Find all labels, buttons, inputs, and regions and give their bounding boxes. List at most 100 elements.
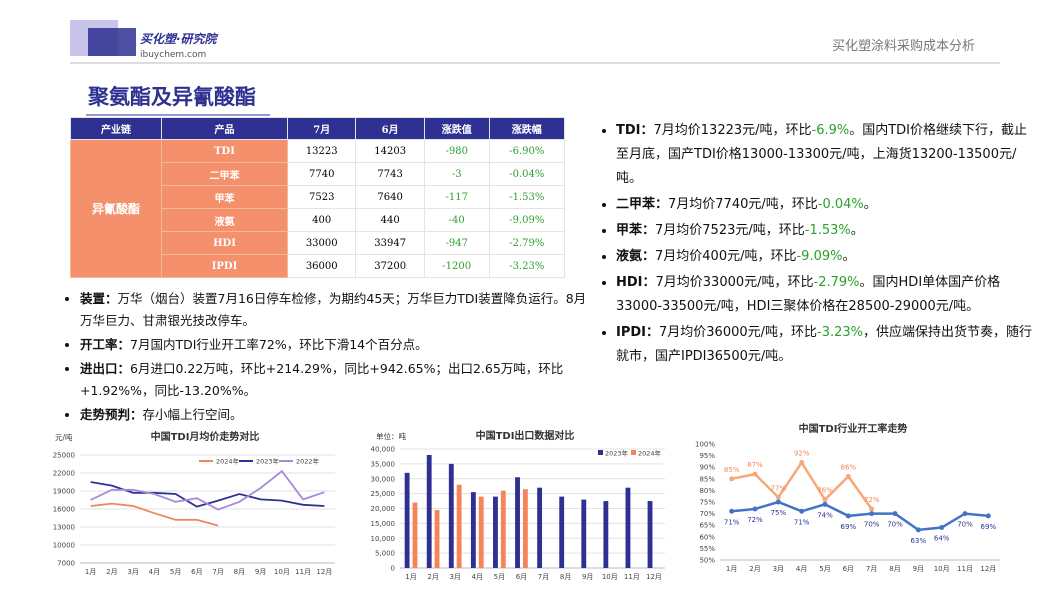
header-cell: 涨跌幅 (488, 117, 566, 140)
x-tick-label: 12月 (646, 573, 662, 581)
section-title: 聚氨酯及异氰酸酯 (87, 85, 256, 109)
table-cell: 13223 (286, 139, 357, 163)
bullet-text: 。国内HDI单体国产价格33000-33500元/吨，HDI三聚体价格在2850… (616, 275, 1001, 314)
x-tick-label: 7月 (212, 568, 223, 576)
y-tick-label: 15,000 (371, 520, 396, 528)
table-row: IPDI 36000 37200 -1200 -3.23% (71, 254, 566, 278)
bar (581, 499, 587, 568)
table-cell: 7740 (286, 162, 357, 186)
y-tick-label: 25000 (53, 452, 75, 460)
data-label: 77% (771, 484, 787, 492)
left-bullets: 装置：万华（烟台）装置7月16日停车检修，为期约45天；万华巨力TDI装置降负运… (58, 288, 588, 428)
table-cell: -980 (423, 139, 490, 163)
table-cell: -947 (423, 231, 490, 255)
bullet-text: 存小幅上行空间。 (142, 407, 243, 422)
bar (625, 487, 631, 568)
x-tick-label: 12月 (980, 565, 996, 573)
bullet-text: 7月均价7523元/吨，环比 (655, 223, 805, 238)
bar (647, 501, 653, 568)
bullet-text: 7月均价36000元/吨，环比 (659, 325, 818, 340)
x-tick-label: 2月 (427, 573, 438, 581)
legend-label: 2022年 (296, 457, 320, 466)
data-label: 69% (981, 523, 997, 531)
data-label: 92% (794, 450, 810, 458)
bar (470, 492, 476, 568)
bar (426, 454, 432, 568)
y-tick-label: 7000 (57, 560, 75, 568)
table-row: HDI 33000 33947 -947 -2.79% (71, 231, 566, 255)
x-tick-label: 9月 (255, 568, 266, 576)
bullet: 甲苯：7月均价7523元/吨，环比-1.53%。 (616, 219, 1039, 243)
y-tick-label: 22000 (53, 470, 75, 478)
y-tick-label: 5,000 (375, 550, 395, 558)
header-cell: 7月 (286, 117, 357, 140)
table-cell: 7640 (355, 185, 425, 209)
legend-label: 2024年 (216, 457, 240, 466)
table-cell: 二甲苯 (161, 162, 288, 186)
chart-title: 中国TDI出口数据对比 (476, 429, 575, 442)
table-cell: 36000 (286, 254, 357, 278)
marker (845, 513, 851, 519)
bullet-list: TDI：7月均价13223元/吨，环比-6.9%。国内TDI价格继续下行，截止至… (594, 119, 1039, 369)
data-label: 74% (817, 511, 833, 519)
bar (500, 490, 506, 568)
data-label: 71% (794, 518, 810, 526)
marker (775, 494, 781, 500)
bullet: 二甲苯：7月均价7740元/吨，环比-0.04%。 (616, 193, 1039, 217)
marker (962, 511, 968, 517)
marker (775, 499, 781, 505)
bar (434, 509, 440, 568)
marker (939, 525, 945, 531)
data-label: 72% (864, 496, 880, 504)
table-cell: 33947 (355, 231, 425, 255)
y-tick-label: 70% (699, 510, 715, 518)
bullet-label: IPDI： (616, 325, 659, 340)
x-tick-label: 12月 (316, 568, 332, 576)
table-cell: -2.79% (488, 231, 566, 255)
bar (537, 487, 543, 568)
table-cell: -117 (423, 185, 490, 209)
table-row: 二甲苯 7740 7743 -3 -0.04% (71, 162, 566, 186)
legend-label: 2023年 (256, 457, 280, 466)
table-cell: -3.23% (488, 254, 566, 278)
bar (515, 477, 520, 568)
bullet: 液氨：7月均价400元/吨，环比-9.09%。 (616, 245, 1039, 269)
data-label: 69% (841, 523, 857, 531)
bar (404, 472, 410, 568)
bullet-label: HDI： (616, 275, 656, 290)
y-tick-label: 90% (699, 464, 715, 472)
x-tick-label: 8月 (234, 568, 245, 576)
y-tick-label: 100% (695, 441, 715, 449)
logo-sub: ibuychem.com (140, 50, 206, 60)
x-tick-label: 10月 (602, 573, 618, 581)
logo-text: 买化塑·研究院 (140, 32, 219, 46)
line-series (731, 500, 989, 532)
x-tick-label: 3月 (449, 573, 460, 581)
data-label: 75% (771, 509, 787, 517)
marker (892, 511, 898, 517)
x-tick-label: 7月 (866, 565, 877, 573)
bullet-text: 。 (842, 249, 856, 264)
bullet-label: 进出口： (80, 361, 131, 376)
x-tick-label: 4月 (149, 568, 160, 576)
table-cell: -1.53% (488, 185, 566, 209)
bullet-list: 装置：万华（烟台）装置7月16日停车检修，为期约45天；万华巨力TDI装置降负运… (58, 288, 588, 426)
bullet-text: 。国内TDI价格继续下行，截止至月底，国产TDI价格13000-13300元/吨… (616, 123, 1028, 186)
x-tick-label: 6月 (516, 573, 527, 581)
marker (845, 473, 851, 479)
x-tick-label: 6月 (191, 568, 202, 576)
y-tick-label: 85% (699, 475, 715, 483)
x-tick-label: 9月 (913, 565, 924, 573)
table-cell: 400 (286, 208, 357, 232)
y-tick-label: 95% (699, 452, 715, 460)
data-label: 63% (911, 537, 927, 545)
bullet: 装置：万华（烟台）装置7月16日停车检修，为期约45天；万华巨力TDI装置降负运… (80, 288, 588, 332)
y-tick-label: 35,000 (371, 460, 396, 468)
bullet-text: ，供应端保持出货节奏，随行就市，国产IPDI36500元/吨。 (616, 325, 1033, 364)
bullet-label: 走势预判： (80, 407, 143, 422)
x-tick-label: 3月 (127, 568, 138, 576)
data-label: 87% (747, 461, 763, 469)
bullet: IPDI：7月均价36000元/吨，环比-3.23%，供应端保持出货节奏，随行就… (616, 321, 1039, 369)
x-tick-label: 11月 (295, 568, 311, 576)
